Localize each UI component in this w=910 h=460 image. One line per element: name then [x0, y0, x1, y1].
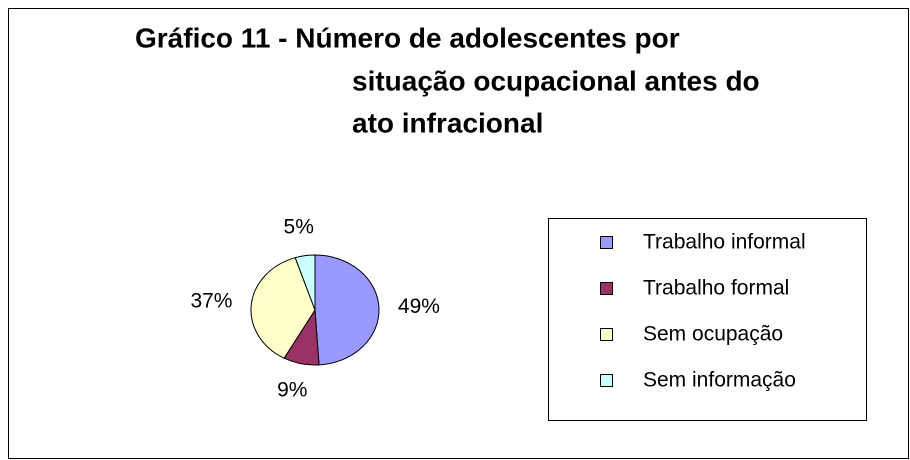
data-label: 49%	[398, 295, 440, 318]
legend-swatch	[600, 282, 613, 295]
chart-title: Gráfico 11 - Número de adolescentes por	[135, 22, 680, 53]
legend-swatch	[600, 374, 613, 387]
data-label: 5%	[284, 216, 314, 239]
legend-label: Trabalho formal	[643, 277, 789, 300]
legend-swatch	[600, 328, 613, 341]
legend-label: Sem informação	[643, 369, 796, 392]
chart-title: ato infracional	[352, 107, 543, 138]
chart-title: situação ocupacional antes do	[352, 65, 760, 96]
pie-slice	[314, 254, 380, 366]
data-label: 37%	[190, 290, 232, 313]
pie-slice	[250, 257, 316, 359]
pie-slice	[294, 254, 316, 311]
legend-label: Trabalho informal	[643, 231, 806, 254]
legend-label: Sem ocupação	[643, 323, 783, 346]
legend-swatch	[600, 236, 613, 249]
data-label: 9%	[277, 379, 307, 402]
